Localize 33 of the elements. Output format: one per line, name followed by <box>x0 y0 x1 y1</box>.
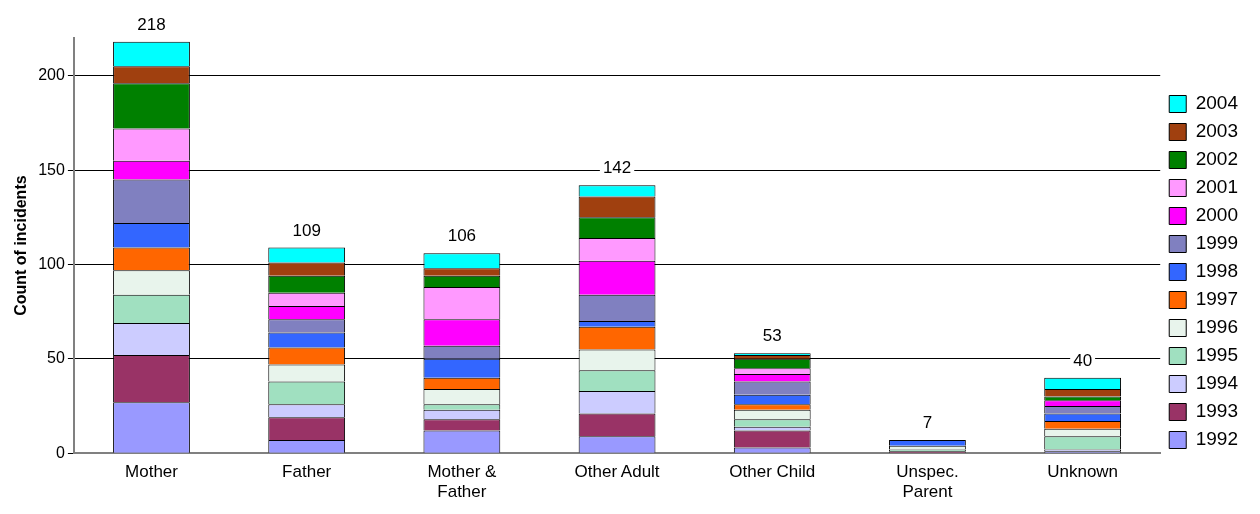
x-tick-label: Mother <box>125 462 179 482</box>
legend-label: 1996 <box>1195 316 1239 338</box>
legend-label: 1992 <box>1195 428 1239 450</box>
x-tick-label: Unspec. Parent <box>896 462 959 502</box>
y-tick-label: 150 <box>38 160 65 178</box>
legend-label: 1998 <box>1195 260 1239 282</box>
total-label: 7 <box>922 413 933 433</box>
legend-label: 1994 <box>1195 372 1239 394</box>
total-label: 106 <box>447 226 477 246</box>
legend-label: 1999 <box>1195 232 1239 254</box>
y-tick-label: 100 <box>38 254 65 272</box>
legend-label: 2003 <box>1195 120 1239 142</box>
total-label: 218 <box>137 14 166 34</box>
y-tick-label: 50 <box>47 349 65 367</box>
legend-label: 2004 <box>1195 92 1239 114</box>
legend-label: 2000 <box>1195 204 1239 226</box>
x-tick-label: Father <box>282 462 332 482</box>
legend-label: 1997 <box>1195 288 1239 310</box>
legend-label: 2002 <box>1195 148 1239 170</box>
legend-label: 2001 <box>1195 176 1239 198</box>
legend-label: 1993 <box>1195 400 1239 422</box>
x-tick-label: Other Child <box>729 462 816 482</box>
total-label: 40 <box>1073 350 1093 370</box>
total-label: 53 <box>762 326 782 346</box>
y-axis-title: Count of incidents <box>12 175 30 316</box>
y-tick-label: 0 <box>55 443 65 461</box>
total-label: 109 <box>292 220 321 240</box>
x-tick-label: Other Adult <box>574 462 660 482</box>
x-tick-label: Mother & Father <box>427 462 498 502</box>
x-tick-label: Unknown <box>1047 462 1119 482</box>
total-label: 142 <box>602 158 632 178</box>
legend-label: 1995 <box>1195 344 1239 366</box>
y-tick-label: 200 <box>38 66 65 84</box>
